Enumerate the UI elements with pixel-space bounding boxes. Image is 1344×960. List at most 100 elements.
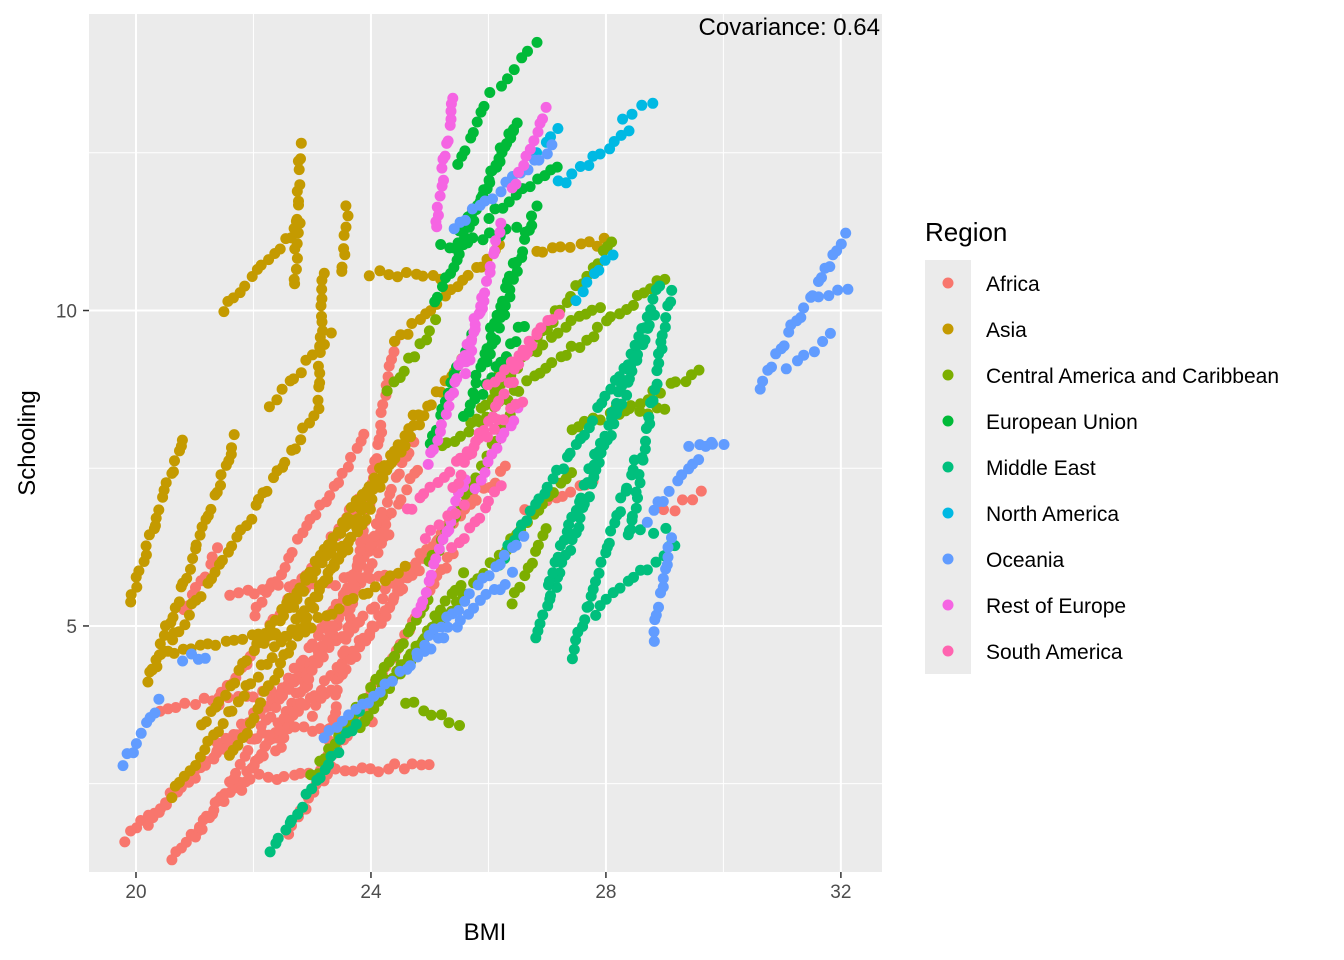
data-point [356, 762, 368, 774]
legend: Africa Asia Central America and Caribbean E… [942, 273, 1279, 664]
data-point [546, 139, 558, 151]
data-point [465, 335, 477, 347]
data-point [483, 213, 495, 224]
data-point [248, 712, 260, 724]
data-point [454, 614, 466, 626]
data-point [310, 509, 322, 521]
data-point [545, 590, 556, 602]
x-tick-label: 24 [360, 882, 382, 903]
data-point [816, 272, 827, 284]
data-point [291, 252, 303, 264]
data-point [795, 312, 807, 323]
data-point [604, 311, 616, 323]
data-point [263, 729, 275, 741]
data-point [350, 718, 362, 730]
data-point [641, 516, 653, 528]
data-point [219, 788, 231, 800]
data-point [314, 723, 326, 735]
data-point [583, 491, 595, 503]
data-point [190, 539, 202, 551]
data-point [117, 760, 129, 772]
data-point [373, 766, 384, 778]
data-point [470, 377, 482, 389]
data-point [374, 265, 386, 277]
data-point [521, 515, 533, 527]
data-point [499, 364, 511, 376]
data-point [437, 281, 448, 293]
data-point [425, 399, 437, 411]
data-point [660, 312, 672, 324]
data-point [533, 154, 545, 166]
data-point [194, 529, 206, 541]
data-point [440, 408, 452, 420]
data-point [406, 503, 418, 515]
data-point [824, 327, 836, 339]
data-point [458, 499, 470, 511]
data-point [226, 442, 237, 454]
data-point [398, 763, 410, 775]
data-point [469, 483, 481, 495]
data-point [386, 675, 398, 687]
data-point [495, 186, 507, 198]
data-point [453, 605, 464, 616]
data-point [498, 414, 509, 426]
data-point [338, 243, 350, 255]
data-point [634, 477, 646, 489]
data-point [480, 588, 492, 600]
data-point [249, 610, 261, 622]
data-point [447, 92, 459, 104]
data-point [419, 639, 431, 651]
data-point [433, 543, 445, 555]
data-point [422, 458, 434, 470]
data-point [275, 741, 287, 753]
data-point [241, 727, 253, 739]
data-point [312, 394, 324, 406]
data-point [636, 452, 648, 464]
data-point [264, 846, 276, 858]
data-point [423, 759, 435, 771]
data-point [478, 100, 490, 112]
data-point [438, 632, 450, 644]
data-point [625, 361, 636, 373]
data-point [153, 693, 165, 705]
data-point [229, 677, 241, 689]
data-point [213, 696, 225, 708]
data-point [653, 601, 664, 613]
data-point [660, 522, 672, 534]
data-point [252, 671, 264, 683]
data-point [425, 524, 437, 536]
data-point [487, 193, 498, 205]
data-point [369, 601, 381, 613]
data-point [293, 195, 304, 207]
data-point [666, 532, 677, 544]
data-point [169, 455, 180, 467]
data-point [331, 684, 343, 696]
data-point [605, 525, 617, 537]
data-point [199, 652, 211, 664]
data-point [210, 639, 221, 651]
data-point [507, 376, 519, 388]
data-point [657, 496, 669, 507]
data-point [566, 653, 578, 665]
data-point [517, 246, 529, 258]
data-point [333, 553, 345, 565]
data-point [345, 451, 357, 463]
legend-key [942, 461, 954, 473]
data-point [415, 759, 427, 771]
data-point [170, 702, 182, 713]
data-point [272, 832, 284, 844]
data-point [564, 447, 576, 459]
data-point [499, 579, 511, 590]
data-point [298, 721, 310, 733]
data-point [442, 135, 454, 147]
data-point [570, 504, 582, 516]
data-point [606, 406, 618, 418]
data-point [504, 284, 516, 296]
data-point [499, 460, 511, 472]
legend-label: Central America and Caribbean [986, 365, 1279, 388]
data-point [272, 579, 284, 591]
x-tick-label: 28 [595, 882, 616, 903]
data-point [483, 174, 495, 186]
data-point [434, 190, 446, 202]
data-point [318, 267, 330, 279]
